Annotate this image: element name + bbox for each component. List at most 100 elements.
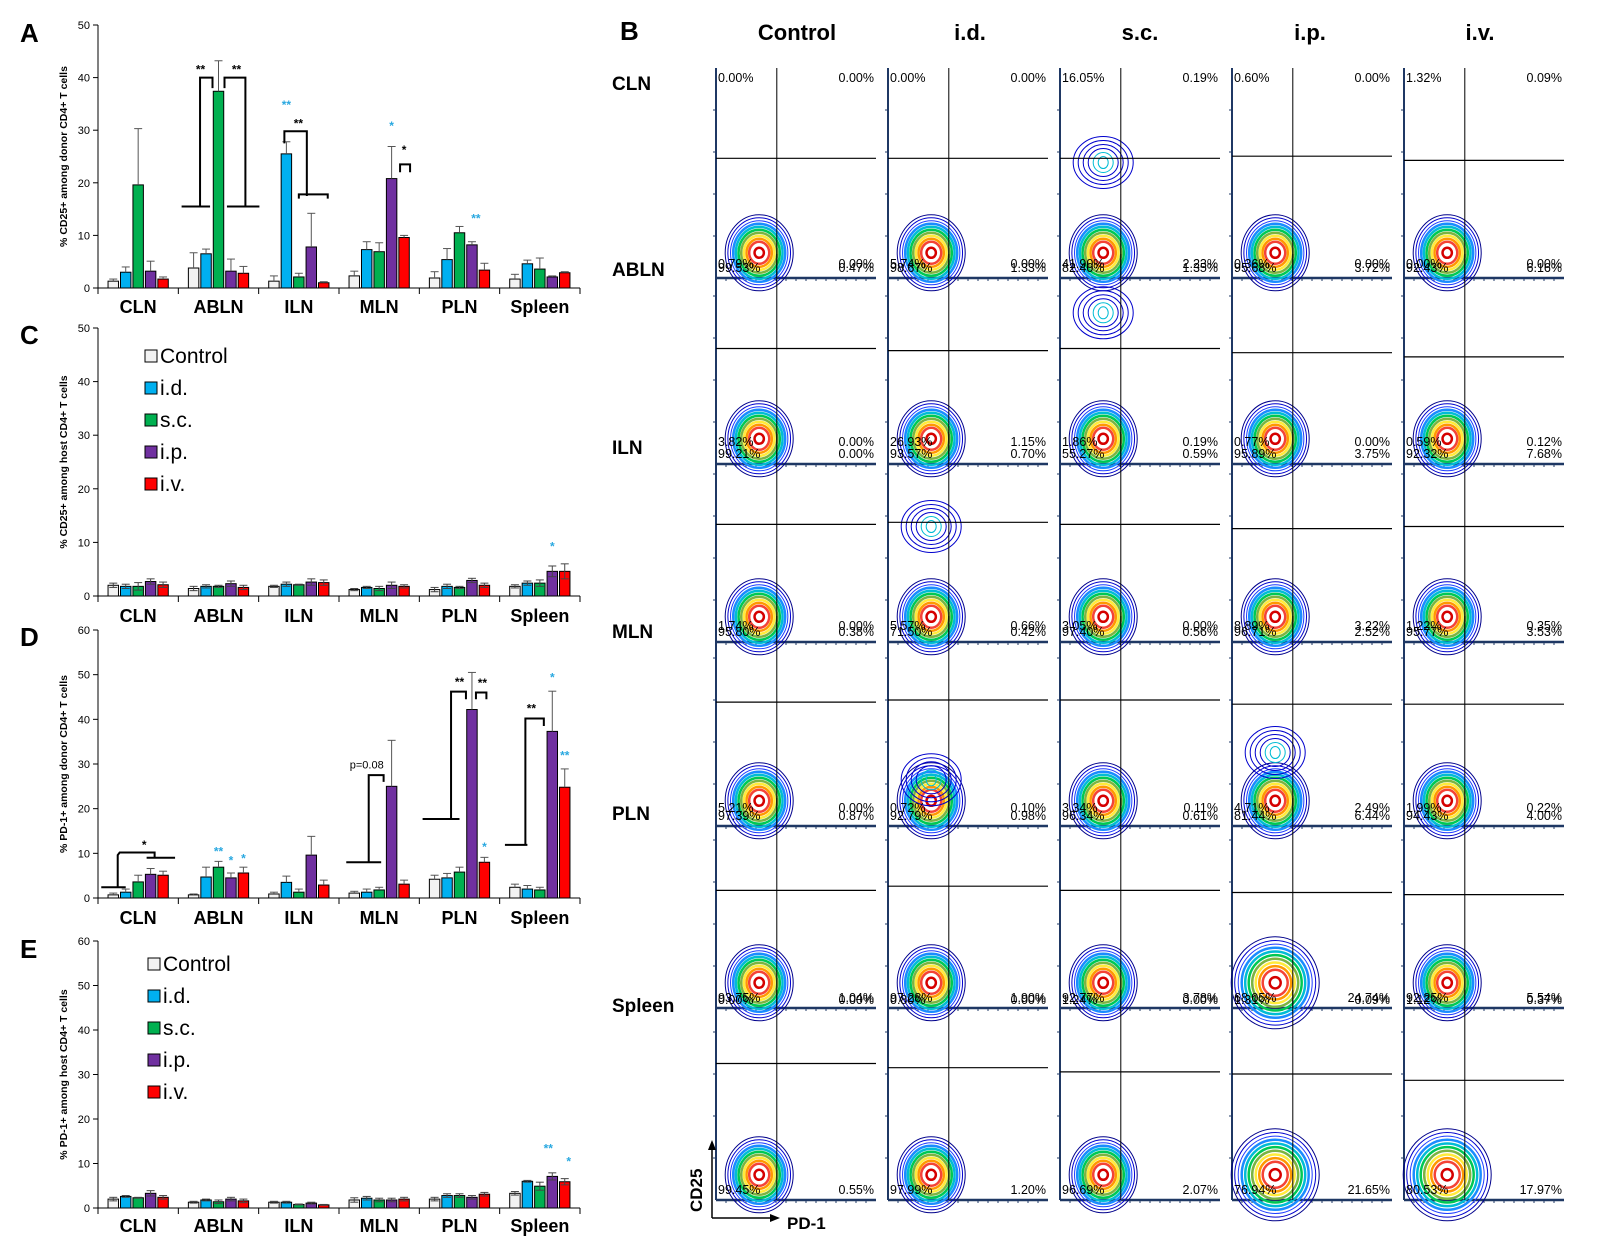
contour-line [1078, 1147, 1128, 1203]
contour-line [1250, 957, 1300, 1009]
contour-line [1089, 237, 1118, 269]
row-header: ILN [612, 438, 643, 459]
chart-d: 0 10 20 30 40 50 60 % PD-1+ among donor CD4+ T … [58, 625, 581, 928]
contour-line [750, 1165, 768, 1185]
contour-line [1253, 414, 1298, 464]
bar-control [509, 886, 521, 899]
contour-line [903, 222, 959, 284]
quadrant-lower-left: 76.94% [1234, 1183, 1276, 1197]
bar-sc [293, 891, 305, 899]
y-tick-label: 30 [78, 125, 90, 137]
contour-line-upper [905, 757, 957, 803]
contour-line [1433, 1160, 1461, 1190]
y-tick-label: 50 [78, 20, 90, 32]
category-label: PLN [442, 908, 478, 928]
legend-swatch [144, 445, 158, 459]
contour-line [1089, 1159, 1118, 1191]
y-tick-label: 0 [84, 893, 90, 905]
contour-line [1091, 970, 1115, 996]
legend-label: i.v. [160, 473, 185, 496]
category-label: ABLN [194, 297, 244, 317]
contour-line [1074, 584, 1133, 650]
contour-line [1412, 400, 1482, 478]
contour-line [1234, 1131, 1317, 1218]
significance-marker: ** [294, 117, 304, 131]
contour-line [1422, 1149, 1472, 1201]
contour-line [731, 408, 787, 470]
bar-sc [534, 268, 546, 289]
category-label: Spleen [510, 297, 569, 317]
contour-line [745, 237, 774, 269]
contour-line [1240, 946, 1310, 1020]
quadrant-upper-right: 0.00% [1011, 71, 1046, 85]
contour-line [1097, 610, 1110, 624]
legend-swatch [147, 1085, 161, 1099]
legend-swatch [147, 989, 161, 1003]
bar-control [268, 280, 280, 289]
contour-line [1243, 1142, 1307, 1208]
y-axis-label: % PD-1+ among host CD4+ T cells [58, 989, 70, 1160]
contour-line [1430, 420, 1464, 458]
contour-line [1243, 217, 1308, 289]
quadrant-upper-right: 0.22% [1527, 801, 1562, 815]
panel-letter-e: E [20, 934, 37, 964]
y-tick-label: 40 [78, 73, 90, 85]
contour-line [727, 403, 792, 475]
bar-id [280, 153, 293, 289]
bar-sc [293, 584, 305, 597]
contour-line [1435, 604, 1459, 630]
contour-line [917, 601, 946, 633]
contour-line [1078, 411, 1128, 467]
contour-line [914, 964, 948, 1002]
significance-marker: * [550, 670, 555, 684]
bar-ip [225, 877, 237, 899]
contour-line [1412, 578, 1482, 656]
contour-line [747, 1162, 771, 1188]
contour-line [1253, 776, 1298, 826]
panel-letter-d: D [20, 622, 39, 652]
bar-id [441, 259, 453, 289]
contour-line [1433, 237, 1462, 269]
quadrant-upper-left: 1.74% [718, 619, 753, 633]
contour-line [1415, 403, 1480, 475]
contour-line [1253, 228, 1298, 278]
flow-plot: 1.86% 0.19% 97.40% 0.56% [1057, 432, 1220, 656]
contour-line [1258, 598, 1292, 636]
contour-line [1433, 785, 1462, 817]
contour-line [1406, 1131, 1489, 1218]
bar-id [521, 888, 534, 899]
contour-line [1091, 240, 1115, 266]
contour-line [724, 400, 794, 478]
legend-label: i.d. [160, 377, 188, 400]
contour-line [731, 952, 787, 1014]
contour-line [925, 432, 938, 446]
y-tick-label: 10 [78, 1159, 90, 1171]
bar-id [521, 263, 534, 289]
contour-line [902, 584, 961, 650]
contour-line [742, 598, 776, 636]
contour-line-upper [925, 520, 937, 533]
contour-line [1415, 581, 1480, 653]
bar-id [200, 876, 212, 899]
y-tick-label: 0 [84, 1203, 90, 1215]
category-label: PLN [442, 297, 478, 317]
category-label: MLN [360, 297, 399, 317]
contour-line [750, 429, 768, 449]
y-tick-label: 20 [78, 484, 90, 496]
contour-line [731, 222, 787, 284]
quadrant-upper-right: 0.09% [1527, 71, 1562, 85]
contour-line [1250, 411, 1300, 467]
y-tick-label: 10 [78, 848, 90, 860]
contour-line [1268, 1167, 1282, 1182]
y-axis-label: % CD25+ among donor CD4+ T cells [58, 66, 70, 247]
category-label: MLN [360, 908, 399, 928]
quadrant-lower-right: 3.78% [1183, 991, 1218, 1005]
significance-annotations: *** [544, 1141, 572, 1168]
y-tick-label: 30 [78, 1070, 90, 1082]
contour-line [1086, 964, 1120, 1002]
contour-line [730, 1142, 789, 1208]
contour-line [1258, 234, 1292, 272]
contour-line [1081, 776, 1126, 826]
legend-swatch [144, 413, 158, 427]
contour-line-upper [1082, 144, 1124, 181]
